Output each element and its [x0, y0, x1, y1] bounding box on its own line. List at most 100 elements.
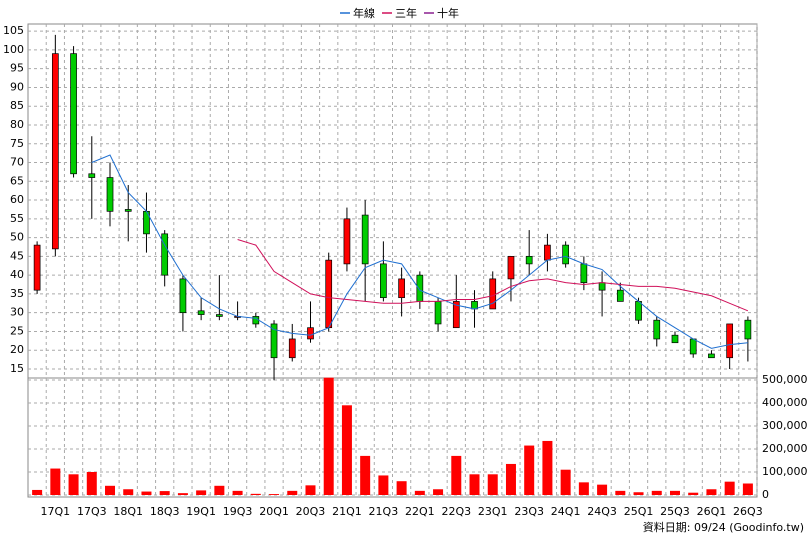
candle-body — [216, 314, 223, 317]
volume-bar — [196, 490, 207, 495]
x-tick-label: 19Q1 — [186, 505, 216, 518]
candle-body — [434, 301, 442, 325]
volume-bar — [105, 485, 116, 495]
volume-bar — [50, 468, 61, 495]
candle-body — [598, 282, 606, 291]
footer: 資料日期: 09/24 (Goodinfo.tw) — [643, 520, 804, 534]
volume-bar — [469, 474, 480, 495]
legend-label: 三年 — [395, 6, 417, 20]
y-tick-label: 30 — [10, 306, 24, 319]
volume-bar — [177, 493, 188, 495]
volume-bar — [597, 484, 608, 495]
candle-body — [635, 301, 642, 321]
volume-bar — [742, 483, 753, 495]
volume-bar — [378, 475, 389, 495]
x-tick-label: 26Q3 — [733, 505, 763, 518]
candle-body — [343, 218, 351, 265]
candle-body — [544, 244, 551, 261]
volume-bar — [524, 445, 535, 495]
volume-bar — [414, 490, 425, 495]
candle-body — [307, 327, 314, 340]
candle-body — [361, 214, 369, 265]
volume-bar — [341, 405, 352, 495]
ma-line — [91, 154, 748, 349]
candle-body — [416, 274, 424, 302]
y-tick-label: 100 — [3, 43, 24, 56]
y2-tick-label: 200,000 — [762, 442, 808, 455]
volume-bar — [86, 472, 97, 495]
volume-bar — [505, 463, 516, 495]
volume-bar — [542, 440, 553, 495]
y-tick-label: 85 — [10, 99, 24, 112]
y-tick-label: 105 — [3, 24, 24, 37]
candle-body — [562, 244, 569, 265]
candle-body — [325, 259, 333, 329]
volume-bar — [651, 490, 662, 495]
candle-body — [708, 353, 715, 359]
x-tick-label: 24Q3 — [587, 505, 617, 518]
x-tick-label: 21Q3 — [369, 505, 399, 518]
y-tick-label: 15 — [10, 362, 24, 375]
y-tick-label: 45 — [10, 249, 24, 262]
candle-body — [580, 263, 588, 283]
x-tick-label: 19Q3 — [223, 505, 253, 518]
y-tick-label: 80 — [10, 118, 24, 131]
y-tick-label: 35 — [10, 287, 24, 300]
y-tick-label: 60 — [10, 193, 24, 206]
candle-body — [106, 177, 114, 212]
y-tick-label: 25 — [10, 324, 24, 337]
x-tick-label: 17Q3 — [77, 505, 107, 518]
volume-bar — [214, 485, 225, 495]
y-tick-label: 65 — [10, 174, 24, 187]
x-tick-label: 18Q3 — [150, 505, 180, 518]
candle-body — [525, 256, 533, 265]
candle-body — [161, 233, 169, 276]
candle-body — [51, 53, 59, 250]
candle-body — [88, 173, 96, 178]
y-tick-label: 90 — [10, 80, 24, 93]
candle-body — [616, 289, 624, 302]
candle-body — [452, 301, 460, 329]
volume-bar — [578, 482, 589, 495]
candle-body — [70, 53, 77, 175]
volume-bar — [487, 474, 498, 495]
x-tick-label: 20Q1 — [259, 505, 289, 518]
y-tick-label: 55 — [10, 212, 24, 225]
x-tick-label: 20Q3 — [296, 505, 326, 518]
y-tick-label: 40 — [10, 268, 24, 281]
volume-bar — [396, 481, 407, 495]
x-tick-label: 26Q1 — [697, 505, 727, 518]
volume-bar — [724, 481, 735, 495]
y-tick-label: 70 — [10, 156, 24, 169]
candle-body — [270, 323, 278, 359]
y2-tick-label: 500,000 — [762, 373, 808, 386]
candle-body — [671, 334, 679, 344]
legend-label: 年線 — [353, 6, 375, 20]
volume-bar — [360, 455, 371, 495]
y2-tick-label: 100,000 — [762, 465, 808, 478]
candle-body — [380, 263, 387, 299]
candle-body — [179, 278, 187, 314]
x-tick-label: 22Q1 — [405, 505, 435, 518]
candle-body — [726, 323, 734, 359]
x-tick-label: 22Q3 — [441, 505, 471, 518]
x-tick-label: 24Q1 — [551, 505, 581, 518]
candle-body — [653, 319, 661, 340]
volume-bar — [141, 491, 152, 495]
volume-bar — [250, 493, 261, 495]
y2-tick-label: 0 — [762, 488, 769, 501]
volume-bar — [688, 492, 699, 495]
candle-body — [124, 209, 132, 212]
volume-bar — [433, 489, 444, 495]
y-tick-label: 50 — [10, 231, 24, 244]
volume-bar — [323, 377, 334, 495]
candle-body — [507, 256, 515, 280]
volume-bar — [159, 491, 170, 495]
candle-body — [398, 278, 405, 299]
volume-bar — [32, 489, 43, 495]
volume-bar — [287, 490, 298, 495]
volume-bar — [269, 494, 280, 495]
volume-bar — [68, 474, 79, 495]
volume-bar — [615, 490, 626, 495]
legend-label: 十年 — [437, 6, 459, 20]
